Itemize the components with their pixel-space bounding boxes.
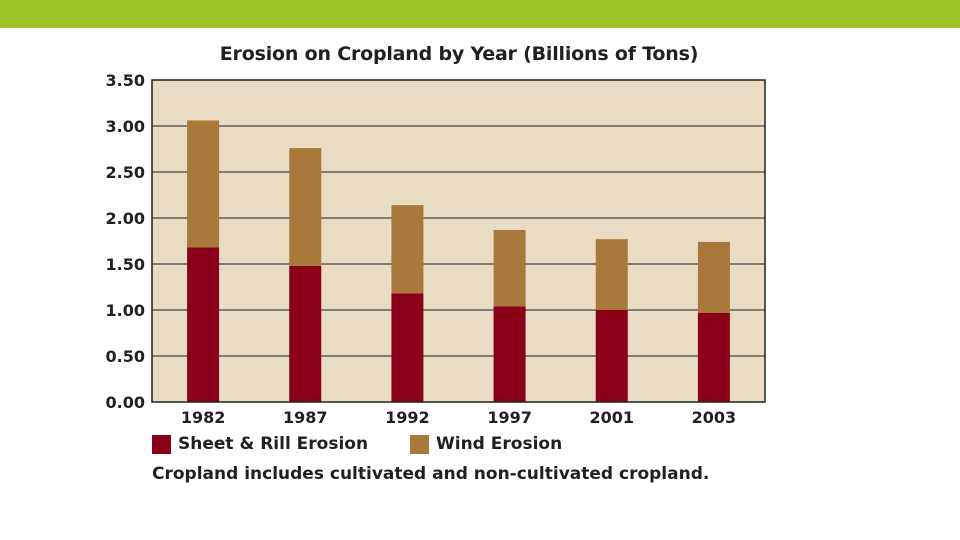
x-tick-label: 2003 bbox=[692, 408, 737, 427]
y-tick-label: 3.50 bbox=[106, 71, 145, 90]
y-tick-label: 2.00 bbox=[106, 209, 145, 228]
x-tick-label: 1982 bbox=[181, 408, 226, 427]
bar-sheet-rill-erosion-1992 bbox=[391, 293, 424, 402]
plot-area bbox=[152, 80, 765, 402]
stacked-bar-chart: 0.00 0.50 1.00 1.50 2.00 2.50 3.00 3.50 1982 198… bbox=[106, 71, 766, 427]
y-tick-label: 3.00 bbox=[106, 117, 145, 136]
y-tick-label: 2.50 bbox=[106, 163, 145, 182]
bar-sheet-rill-erosion-1987 bbox=[289, 265, 322, 402]
legend-item-wind: Wind Erosion bbox=[410, 434, 562, 454]
bar-sheet-rill-erosion-1997 bbox=[493, 306, 526, 402]
legend-label-wind: Wind Erosion bbox=[436, 434, 563, 454]
x-tick-label: 1997 bbox=[487, 408, 532, 427]
plot-frame bbox=[151, 79, 766, 403]
top-accent-band bbox=[0, 0, 960, 28]
legend-item-sheet-rill: Sheet & Rill Erosion bbox=[152, 434, 368, 454]
y-tick-label: 1.00 bbox=[106, 301, 145, 320]
legend-swatch-sheet-rill bbox=[152, 434, 171, 454]
bar-wind-erosion-1987 bbox=[289, 148, 322, 266]
chart-title: Erosion on Cropland by Year (Billions of… bbox=[219, 43, 699, 65]
bar-wind-erosion-1982 bbox=[187, 120, 220, 248]
x-tick-label: 1987 bbox=[283, 408, 328, 427]
bar-wind-erosion-2003 bbox=[697, 241, 730, 313]
y-tick-label: 0.00 bbox=[106, 393, 145, 412]
bar-wind-erosion-1992 bbox=[391, 205, 424, 294]
bar-sheet-rill-erosion-2001 bbox=[595, 310, 628, 402]
x-tick-label: 1992 bbox=[385, 408, 430, 427]
y-tick-label: 1.50 bbox=[106, 255, 145, 274]
x-tick-label: 2001 bbox=[589, 408, 634, 427]
bar-wind-erosion-1997 bbox=[493, 229, 526, 307]
y-tick-label: 0.50 bbox=[106, 347, 145, 366]
bar-wind-erosion-2001 bbox=[595, 239, 628, 310]
bar-sheet-rill-erosion-2003 bbox=[697, 312, 730, 402]
bar-sheet-rill-erosion-1982 bbox=[187, 247, 220, 402]
legend-swatch-wind bbox=[410, 434, 429, 454]
legend-label-sheet-rill: Sheet & Rill Erosion bbox=[178, 434, 369, 454]
chart-footnote: Cropland includes cultivated and non-cul… bbox=[152, 464, 710, 484]
